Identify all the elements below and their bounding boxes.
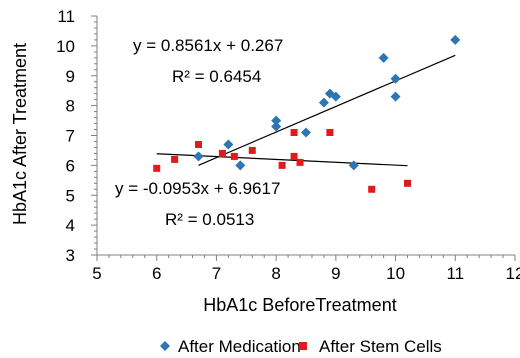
data-point-medication [193,151,204,162]
y-tick-label: 8 [66,97,75,116]
data-point-stem-cells [290,129,298,137]
legend-label-stem-cells: After Stem Cells [319,337,442,356]
data-point-medication [271,115,282,126]
x-tick-label: 12 [506,264,520,283]
y-axis-title: HbA1c After Treatment [10,43,30,225]
data-point-medication [390,91,401,102]
y-tick-label: 5 [66,186,75,205]
data-point-medication [223,139,234,150]
data-point-stem-cells [218,149,226,157]
legend-marker-medication [160,341,170,351]
data-point-medication [348,160,359,171]
data-point-medication [378,52,389,63]
data-point-medication [235,160,246,171]
trendline-r-squared-medication: R² = 0.6454 [172,67,261,86]
data-point-medication [450,34,461,45]
y-tick-label: 9 [66,67,75,86]
data-point-medication [390,73,401,84]
data-point-stem-cells [326,129,334,137]
x-tick-label: 9 [331,264,340,283]
tick-labels: 5 6 7 8 9 10 11 12 3 4 5 6 7 8 9 10 11 [56,7,520,283]
y-tick-label: 7 [66,127,75,146]
trendline-equation-medication: y = 0.8561x + 0.267 [133,36,283,55]
data-point-stem-cells [230,152,238,160]
data-point-stem-cells [278,161,286,169]
trendline-r-squared-stem-cells: R² = 0.0513 [165,210,254,229]
x-tick-label: 11 [446,264,464,283]
data-point-stem-cells [296,158,304,166]
data-point-stem-cells [171,155,179,163]
data-point-stem-cells [248,146,256,154]
y-tick-label: 10 [56,37,75,56]
x-tick-label: 8 [271,264,280,283]
data-point-stem-cells [290,152,298,160]
data-point-stem-cells [368,185,376,193]
x-tick-label: 6 [152,264,161,283]
y-tick-label: 11 [57,7,75,26]
legend-marker-stem-cells [299,342,307,350]
x-tick-label: 5 [92,264,101,283]
data-point-stem-cells [404,179,412,187]
trendline-medication [198,54,456,166]
x-tick-label: 7 [212,264,221,283]
data-point-medication [330,91,341,102]
data-point-stem-cells [195,140,203,148]
data-point-medication [301,127,311,138]
legend-label-medication: After Medication [178,337,301,356]
trendline-equation-stem-cells: y = -0.0953x + 6.9617 [115,179,280,198]
legend: After Medication After Stem Cells [160,337,442,356]
data-point-medication [318,97,329,108]
data-point-stem-cells [153,164,161,172]
data-point-medication [271,121,282,132]
y-tick-label: 6 [66,156,75,175]
data-points [153,34,461,193]
x-tick-label: 10 [386,264,405,283]
x-axis-title: HbA1c BeforeTreatment [203,295,396,315]
tick-marks [91,15,516,261]
y-tick-label: 4 [66,216,75,235]
y-tick-label: 3 [66,246,75,265]
